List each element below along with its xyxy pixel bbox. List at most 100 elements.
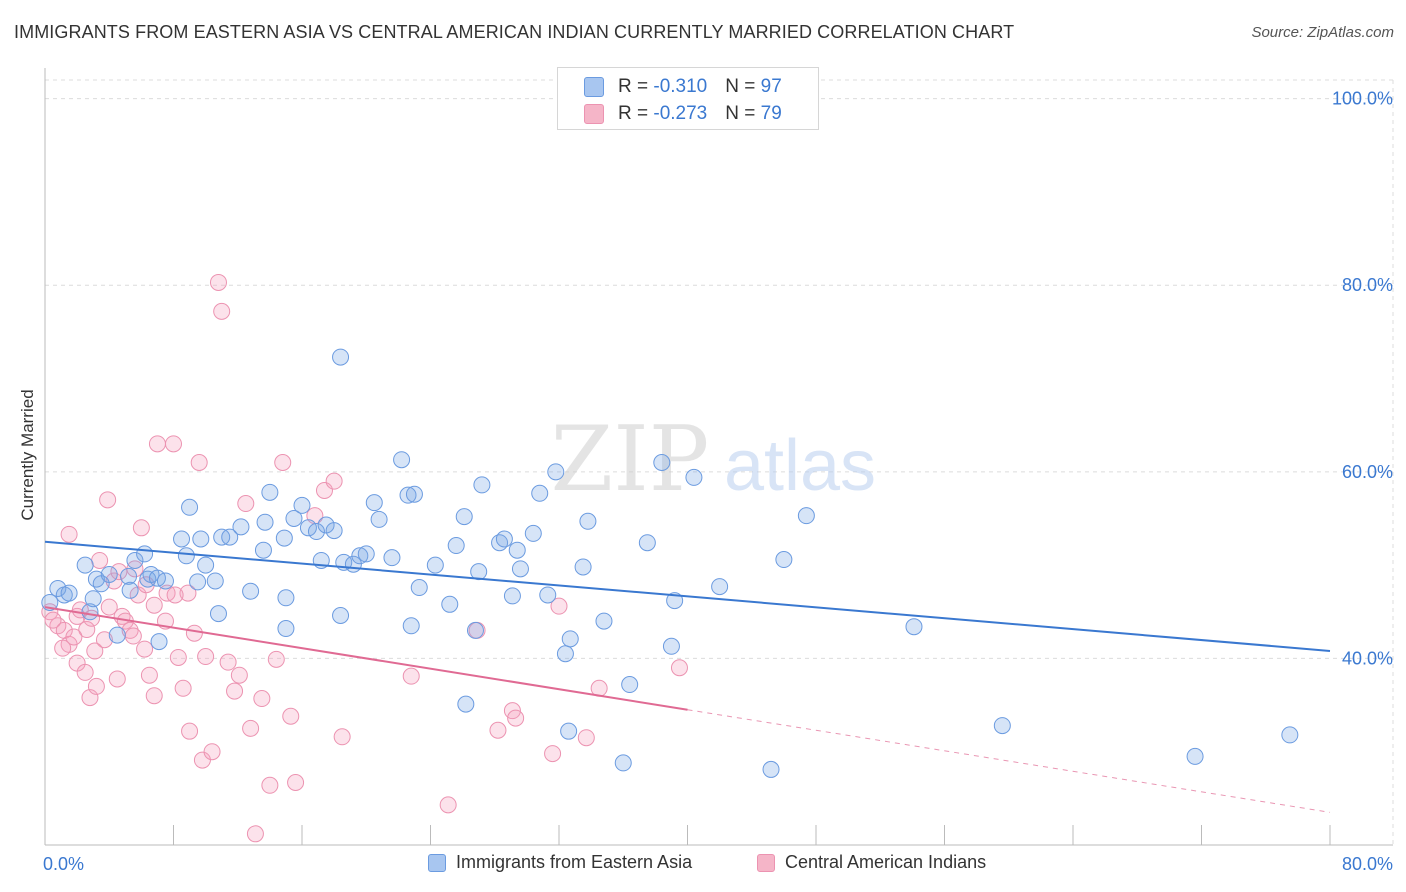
data-point bbox=[108, 670, 126, 688]
data-point bbox=[65, 628, 83, 646]
data-point bbox=[185, 624, 203, 642]
data-point bbox=[402, 667, 420, 685]
data-point bbox=[121, 621, 139, 639]
data-point bbox=[614, 754, 632, 772]
data-point bbox=[60, 584, 78, 602]
data-point bbox=[539, 586, 557, 604]
data-point bbox=[120, 567, 138, 585]
stats-row-pink: R = -0.273 N = 79 bbox=[584, 103, 782, 125]
trend-lines bbox=[44, 540, 1331, 813]
data-point bbox=[524, 524, 542, 542]
data-point bbox=[574, 558, 592, 576]
data-point bbox=[110, 563, 128, 581]
data-point bbox=[177, 547, 195, 565]
stats-r-value-blue: -0.310 bbox=[653, 76, 708, 97]
watermark: ZIP atlas bbox=[551, 407, 876, 512]
stats-n-label-pink: N = bbox=[725, 103, 761, 124]
data-point bbox=[621, 676, 639, 694]
data-point bbox=[145, 687, 163, 705]
data-point bbox=[441, 595, 459, 613]
data-point bbox=[332, 607, 350, 624]
data-point bbox=[256, 513, 274, 531]
data-point bbox=[226, 682, 244, 700]
y-tick-label: 80.0% bbox=[1342, 275, 1393, 295]
data-point bbox=[100, 598, 118, 616]
data-point bbox=[531, 484, 549, 502]
data-point bbox=[179, 584, 197, 602]
data-point bbox=[84, 590, 102, 608]
data-point bbox=[277, 620, 295, 638]
data-point bbox=[150, 633, 168, 651]
data-point bbox=[213, 302, 231, 320]
data-point bbox=[547, 463, 565, 481]
data-point bbox=[550, 597, 568, 615]
data-point bbox=[325, 522, 343, 540]
trend-line-blue bbox=[44, 540, 1331, 652]
data-point bbox=[662, 637, 680, 655]
data-point bbox=[282, 707, 300, 725]
data-point bbox=[473, 476, 491, 494]
data-point bbox=[579, 512, 597, 530]
data-point bbox=[670, 659, 688, 677]
legend-label-blue: Immigrants from Eastern Asia bbox=[456, 852, 693, 872]
data-point bbox=[76, 556, 94, 574]
data-point bbox=[261, 776, 279, 794]
stats-r-value-pink: -0.273 bbox=[653, 103, 708, 124]
data-point bbox=[126, 551, 144, 569]
stats-n-label-blue: N = bbox=[725, 76, 761, 97]
data-point bbox=[293, 496, 311, 514]
data-point bbox=[544, 745, 562, 763]
series-central-american-indians bbox=[41, 273, 688, 843]
data-point bbox=[577, 729, 595, 747]
stats-legend: R = -0.310 N = 97 R = -0.273 N = 79 bbox=[557, 67, 819, 130]
data-point bbox=[166, 586, 184, 604]
data-point bbox=[402, 617, 420, 635]
data-point bbox=[95, 631, 113, 649]
chart-source: Source: ZipAtlas.com bbox=[1251, 24, 1394, 41]
data-point bbox=[86, 642, 104, 660]
legend-label-pink: Central American Indians bbox=[785, 852, 987, 872]
data-point bbox=[49, 579, 67, 597]
data-point bbox=[685, 468, 703, 486]
data-point bbox=[383, 549, 401, 567]
series-legend: Immigrants from Eastern Asia Central Ame… bbox=[0, 852, 1406, 876]
data-point bbox=[457, 695, 475, 713]
data-point bbox=[209, 273, 227, 291]
data-point bbox=[511, 560, 529, 578]
data-point bbox=[219, 653, 237, 671]
data-point bbox=[470, 563, 488, 581]
data-point bbox=[60, 525, 78, 543]
data-point bbox=[595, 612, 613, 630]
data-point bbox=[242, 719, 260, 737]
data-point bbox=[145, 596, 163, 614]
data-point bbox=[181, 498, 199, 516]
trend-line-pink bbox=[44, 606, 688, 711]
data-point bbox=[325, 472, 343, 490]
data-point bbox=[993, 717, 1011, 735]
data-point bbox=[405, 485, 423, 503]
data-point bbox=[333, 728, 351, 746]
data-point bbox=[99, 491, 117, 509]
data-point bbox=[136, 545, 154, 563]
data-point bbox=[1186, 747, 1204, 765]
watermark-zip: ZIP bbox=[551, 407, 710, 512]
data-point bbox=[489, 721, 507, 739]
data-point bbox=[370, 510, 388, 528]
data-point bbox=[232, 518, 250, 536]
data-point bbox=[365, 494, 383, 512]
data-point bbox=[203, 743, 221, 761]
data-point bbox=[230, 666, 248, 684]
data-point bbox=[905, 618, 923, 636]
watermark-atlas: atlas bbox=[724, 426, 876, 506]
trend-line-pink-dashed bbox=[687, 709, 1331, 813]
tick-labels: 40.0% 60.0% 80.0% 100.0% 0.0% 80.0% bbox=[43, 89, 1393, 874]
data-point bbox=[307, 523, 325, 541]
data-point bbox=[76, 663, 94, 681]
data-point bbox=[267, 650, 285, 668]
data-point bbox=[156, 572, 174, 590]
data-point bbox=[357, 545, 375, 563]
data-point bbox=[503, 587, 521, 605]
data-point bbox=[189, 573, 207, 591]
data-point bbox=[197, 556, 215, 574]
